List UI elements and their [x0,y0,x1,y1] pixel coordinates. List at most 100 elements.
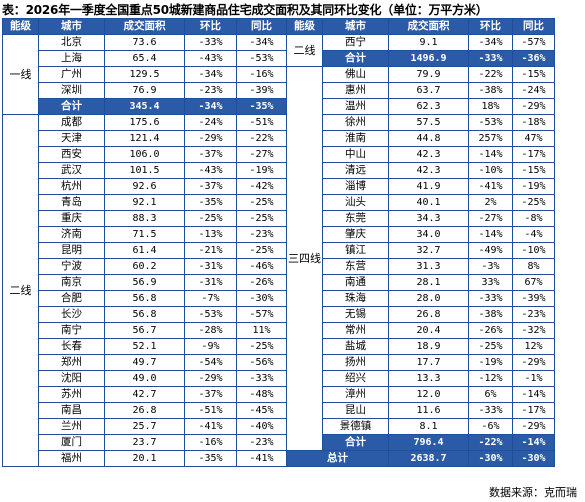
table-row: 镇江 32.7 -49% -10% [287,242,555,259]
city-cell: 佛山 [322,66,389,83]
yoy-cell: -17% [512,146,555,163]
yoy-cell: -39% [236,82,287,99]
city-cell: 扬州 [322,354,389,371]
city-cell: 郑州 [38,354,105,371]
city-cell: 常州 [322,322,389,339]
yoy-cell: 67% [512,274,555,291]
table-row: 宁波 60.2 -31% -46% [3,258,287,275]
yoy-cell: -25% [236,338,287,355]
area-cell: 63.7 [388,82,469,99]
mom-cell: -27% [468,210,513,227]
yoy-cell: -45% [236,402,287,419]
mom-cell: -9% [184,338,237,355]
area-cell: 42.3 [388,146,469,163]
yoy-cell: -32% [512,322,555,339]
yoy-cell: -24% [512,82,555,99]
mom-cell: -43% [184,162,237,179]
mom-cell: -23% [184,82,237,99]
table-row: 长春 52.1 -9% -25% [3,338,287,355]
table-row: 无锡 26.8 -38% -23% [287,306,555,323]
mom-cell: -53% [468,114,513,131]
mom-cell: -51% [184,402,237,419]
city-cell: 苏州 [38,386,105,403]
yoy-cell: -53% [236,50,287,67]
left-table: 能级 城市 成交面积 环比 同比 一线 北京 73.6 -33% -34% 上海 65.4 -43% -5… [2,18,287,467]
area-cell: 13.3 [388,370,469,387]
header-yoy: 同比 [512,18,555,35]
area-cell: 8.1 [388,418,469,435]
yoy-cell: -17% [512,402,555,419]
city-cell: 长沙 [38,306,105,323]
city-cell: 广州 [38,66,105,83]
area-cell: 101.5 [104,162,185,179]
area-cell: 106.0 [104,146,185,163]
area-cell: 23.7 [104,434,185,451]
city-cell: 东营 [322,258,389,275]
yoy-cell: -56% [236,354,287,371]
table-row: 南昌 26.8 -51% -45% [3,402,287,419]
table-row: 常州 20.4 -26% -32% [287,322,555,339]
area-cell: 11.6 [388,402,469,419]
yoy-cell: -15% [512,66,555,83]
city-cell: 福州 [38,450,105,467]
area-cell: 92.1 [104,194,185,211]
table-row: 郑州 49.7 -54% -56% [3,354,287,371]
mom-cell: -16% [184,434,237,451]
mom-cell: -33% [468,290,513,307]
city-cell: 济南 [38,226,105,243]
city-cell: 温州 [322,98,389,115]
mom-cell: -14% [468,226,513,243]
area-cell: 34.3 [388,210,469,227]
city-cell: 武汉 [38,162,105,179]
mom-cell: -33% [468,402,513,419]
city-cell: 东莞 [322,210,389,227]
area-cell: 61.4 [104,242,185,259]
mom-cell: -37% [184,386,237,403]
yoy-cell: -48% [236,386,287,403]
city-cell: 盐城 [322,338,389,355]
area-cell: 1496.9 [388,50,469,67]
mom-cell: -49% [468,242,513,259]
area-cell: 796.4 [388,434,469,451]
city-cell: 惠州 [322,82,389,99]
area-cell: 34.0 [388,226,469,243]
area-cell: 12.0 [388,386,469,403]
table-row: 昆山 11.6 -33% -17% [287,402,555,419]
yoy-cell: -25% [236,210,287,227]
city-cell: 深圳 [38,82,105,99]
area-cell: 56.7 [104,322,185,339]
yoy-cell: 11% [236,322,287,339]
table-row: 一线 北京 73.6 -33% -34% [2,34,287,115]
city-cell: 无锡 [322,306,389,323]
city-cell: 镇江 [322,242,389,259]
mom-cell: -34% [468,34,513,51]
table-row: 广州 129.5 -34% -16% [3,66,287,83]
mom-cell: -10% [468,162,513,179]
area-cell: 44.8 [388,130,469,147]
area-cell: 121.4 [104,130,185,147]
table-row: 长沙 56.8 -53% -57% [3,306,287,323]
yoy-cell: -40% [236,418,287,435]
city-cell: 南昌 [38,402,105,419]
area-cell: 20.1 [104,450,185,467]
yoy-cell: -4% [512,226,555,243]
header-area: 成交面积 [104,18,185,35]
mom-cell: -53% [184,306,237,323]
yoy-cell: -51% [236,114,287,131]
header-tier: 能级 [286,18,323,35]
mom-cell: -38% [468,82,513,99]
table-row: 昆明 61.4 -21% -25% [3,242,287,259]
yoy-cell: -34% [236,34,287,51]
city-cell: 昆明 [38,242,105,259]
table-row: 南宁 56.7 -28% 11% [3,322,287,339]
city-cell: 南通 [322,274,389,291]
mom-cell: -37% [184,178,237,195]
yoy-cell: -42% [236,178,287,195]
mom-cell: -29% [184,130,237,147]
area-cell: 31.3 [388,258,469,275]
area-cell: 345.4 [104,98,185,115]
yoy-cell: -29% [512,354,555,371]
table-row: 厦门 23.7 -16% -23% [3,434,287,451]
yoy-cell: -8% [512,210,555,227]
mom-cell: -37% [184,146,237,163]
